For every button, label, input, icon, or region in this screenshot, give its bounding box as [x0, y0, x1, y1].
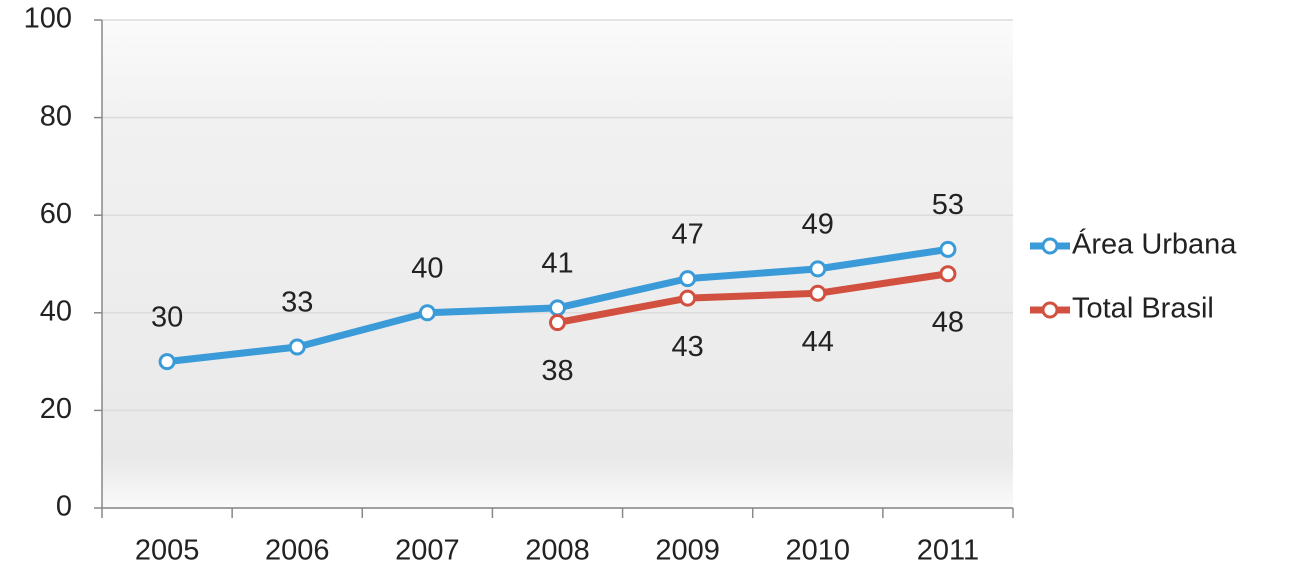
marker: [420, 306, 434, 320]
marker: [811, 286, 825, 300]
chart: 0 20 40 60 80 100 2005 2006 2007 2008 2009 2010 2011…: [0, 0, 1303, 572]
x-tick-label: 2010: [786, 535, 851, 567]
y-tick-label: 0: [56, 491, 72, 523]
data-label: 47: [672, 218, 704, 250]
y-tick-label: 100: [24, 3, 72, 35]
data-label: 40: [411, 252, 443, 284]
legend-label: Área Urbana: [1072, 228, 1237, 261]
marker: [681, 272, 695, 286]
data-label: 53: [932, 189, 964, 221]
y-tick-label: 40: [40, 295, 72, 327]
marker: [941, 267, 955, 281]
x-tick-label: 2009: [655, 535, 720, 567]
data-label: 38: [541, 355, 573, 387]
data-label: 48: [932, 306, 964, 338]
marker: [681, 291, 695, 305]
y-tick-label: 80: [40, 100, 72, 132]
x-tick-label: 2006: [265, 535, 330, 567]
marker: [551, 301, 565, 315]
data-label: 49: [802, 209, 834, 241]
legend-marker: [1043, 303, 1057, 317]
x-tick-label: 2005: [135, 535, 200, 567]
data-label: 44: [802, 326, 834, 358]
data-label: 43: [672, 331, 704, 363]
data-label: 33: [281, 287, 313, 319]
y-tick-label: 20: [40, 393, 72, 425]
x-tick-label: 2008: [525, 535, 590, 567]
legend-label: Total Brasil: [1072, 293, 1214, 325]
marker: [290, 340, 304, 354]
marker: [941, 242, 955, 256]
legend-marker: [1043, 239, 1057, 253]
marker: [811, 262, 825, 276]
marker: [160, 355, 174, 369]
y-tick-label: 60: [40, 198, 72, 230]
data-label: 41: [541, 248, 573, 280]
marker: [551, 316, 565, 330]
x-tick-label: 2011: [917, 535, 979, 567]
data-label: 30: [151, 301, 183, 333]
x-tick-label: 2007: [395, 535, 460, 567]
